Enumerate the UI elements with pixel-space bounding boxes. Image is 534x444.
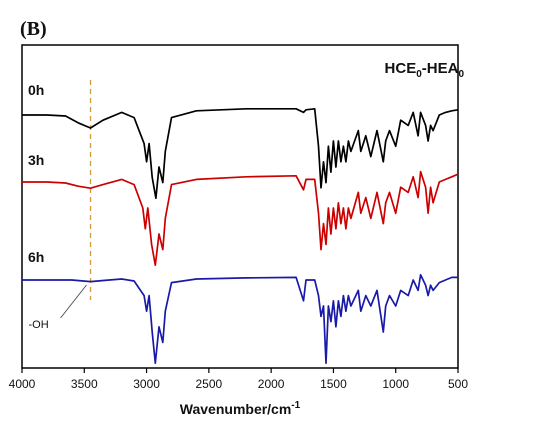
series-line-6h xyxy=(22,273,458,365)
x-tick-label: 4000 xyxy=(9,377,36,391)
series-line-0h xyxy=(22,107,459,200)
sample-label: HCE0-HEA0 xyxy=(385,60,464,80)
x-axis-label: Wavenumber/cm-1 xyxy=(180,400,301,417)
sample-label-sub2: 0 xyxy=(458,69,464,80)
x-tick-label: 2000 xyxy=(258,377,285,391)
series-label-3h: 3h xyxy=(28,152,44,168)
x-tick-label: 2500 xyxy=(196,377,223,391)
sample-label-sub1: 0 xyxy=(416,69,422,80)
panel-label: (B) xyxy=(20,18,47,40)
series-line-3h xyxy=(22,170,459,267)
sample-label-dash: -HEA xyxy=(421,60,459,77)
x-tick-label: 3500 xyxy=(71,377,98,391)
oh-annotation-label: -OH xyxy=(29,319,49,331)
plot-frame xyxy=(21,44,459,369)
x-tick-label: 3000 xyxy=(133,377,160,391)
series-label-6h: 6h xyxy=(28,249,44,265)
oh-arrow xyxy=(60,284,87,319)
x-tick-label: 500 xyxy=(448,377,468,391)
x-axis-label-sup: -1 xyxy=(291,400,300,411)
x-tick-label: 1000 xyxy=(382,377,409,391)
sample-label-main: HCE xyxy=(384,60,417,77)
x-tick-label: 1500 xyxy=(320,377,347,391)
series-label-0h: 0h xyxy=(28,82,44,98)
